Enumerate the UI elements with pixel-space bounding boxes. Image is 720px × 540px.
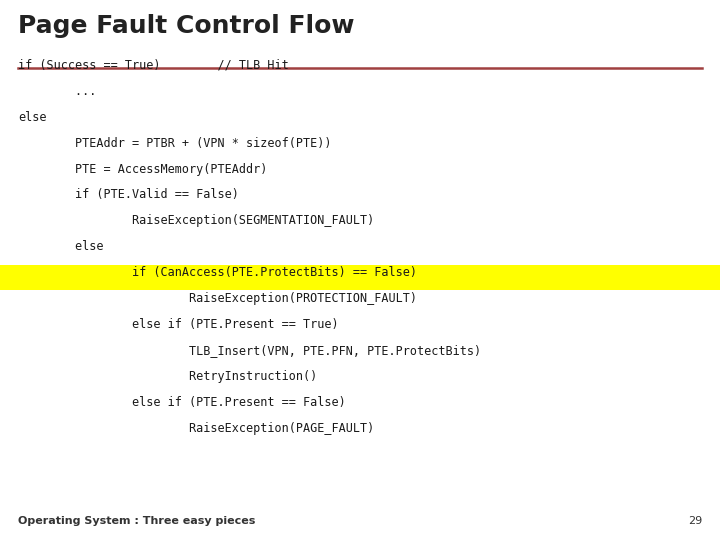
Text: 29: 29 <box>688 516 702 526</box>
Text: RaiseException(PAGE_FAULT): RaiseException(PAGE_FAULT) <box>18 422 374 435</box>
Text: PTEAddr = PTBR + (VPN * sizeof(PTE)): PTEAddr = PTBR + (VPN * sizeof(PTE)) <box>18 137 331 150</box>
Text: else: else <box>18 111 47 124</box>
Text: if (Success == True)        // TLB Hit: if (Success == True) // TLB Hit <box>18 59 289 72</box>
Text: else: else <box>18 240 104 253</box>
Text: if (CanAccess(PTE.ProtectBits) == False): if (CanAccess(PTE.ProtectBits) == False) <box>18 266 417 279</box>
Text: PTE = AccessMemory(PTEAddr): PTE = AccessMemory(PTEAddr) <box>18 163 267 176</box>
Text: Operating System : Three easy pieces: Operating System : Three easy pieces <box>18 516 256 526</box>
Text: ...: ... <box>18 85 96 98</box>
Text: else if (PTE.Present == True): else if (PTE.Present == True) <box>18 318 338 331</box>
Text: RaiseException(SEGMENTATION_FAULT): RaiseException(SEGMENTATION_FAULT) <box>18 214 374 227</box>
Text: RaiseException(PROTECTION_FAULT): RaiseException(PROTECTION_FAULT) <box>18 292 417 305</box>
Text: else if (PTE.Present == False): else if (PTE.Present == False) <box>18 396 346 409</box>
Bar <box>0 265 720 289</box>
Text: RetryInstruction(): RetryInstruction() <box>18 370 318 383</box>
Text: TLB_Insert(VPN, PTE.PFN, PTE.ProtectBits): TLB_Insert(VPN, PTE.PFN, PTE.ProtectBits… <box>18 344 481 357</box>
Text: Page Fault Control Flow: Page Fault Control Flow <box>18 14 354 38</box>
Text: if (PTE.Valid == False): if (PTE.Valid == False) <box>18 188 239 201</box>
